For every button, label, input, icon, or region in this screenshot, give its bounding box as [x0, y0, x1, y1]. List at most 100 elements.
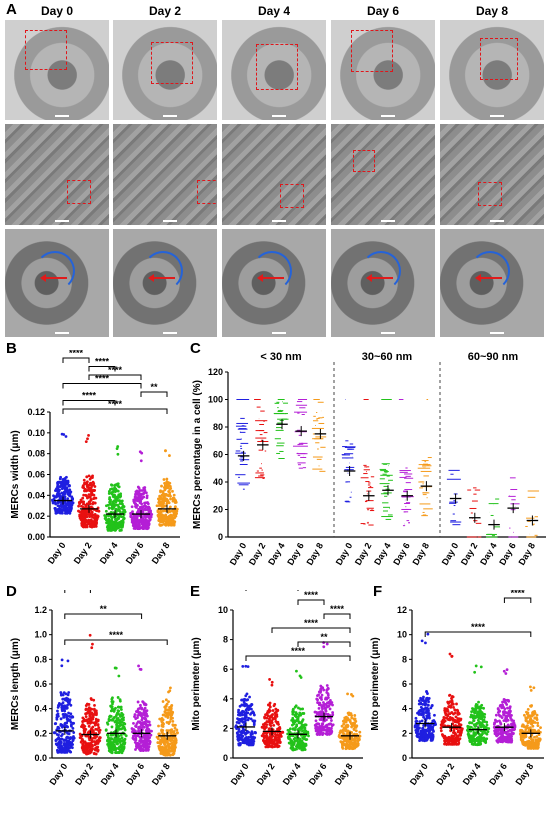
- data-point: [420, 719, 424, 723]
- data-point: [172, 496, 176, 500]
- data-point: [250, 736, 254, 740]
- data-point: [160, 731, 164, 734]
- y-tick-label: 0: [402, 753, 407, 763]
- data-point: [345, 718, 349, 722]
- data-point: [494, 713, 498, 717]
- significance-bracket: [64, 613, 143, 619]
- data-point: [65, 475, 68, 479]
- data-point: [68, 746, 72, 750]
- data-point: [118, 502, 122, 506]
- data-point: [59, 717, 63, 721]
- significance-label: ****: [108, 399, 123, 409]
- data-point: [66, 717, 70, 721]
- data-point: [57, 737, 60, 741]
- data-point: [170, 516, 174, 519]
- data-point: [113, 720, 117, 724]
- data-point: [110, 747, 114, 751]
- data-point: [69, 723, 73, 727]
- data-point: [107, 492, 111, 495]
- data-point: [173, 723, 176, 727]
- y-tick-label: 0.4: [34, 704, 47, 714]
- data-point: [325, 684, 329, 687]
- data-point: [451, 695, 455, 699]
- data-point: [458, 718, 461, 722]
- data-point: [510, 731, 514, 735]
- data-point: [318, 728, 322, 732]
- data-point: [281, 730, 285, 734]
- data-point: [58, 494, 62, 498]
- data-point: [448, 738, 452, 742]
- y-tick-label: 0.08: [27, 449, 45, 459]
- data-point: [70, 497, 74, 501]
- data-point: [137, 491, 140, 494]
- data-point: [79, 499, 83, 503]
- data-point: [442, 716, 446, 719]
- data-point: [322, 688, 326, 692]
- data-point: [142, 713, 146, 717]
- x-tick-label: Day 6: [391, 541, 412, 567]
- data-point: [479, 665, 483, 669]
- data-point: [243, 697, 246, 701]
- data-point: [503, 710, 506, 713]
- data-point: [145, 734, 149, 738]
- data-point: [496, 733, 500, 737]
- data-point: [295, 669, 298, 673]
- data-point: [57, 703, 60, 707]
- data-point: [426, 703, 430, 707]
- data-point: [62, 480, 66, 484]
- data-point: [110, 483, 113, 487]
- data-point: [61, 697, 65, 701]
- data-point: [110, 741, 114, 745]
- data-point: [96, 723, 100, 727]
- data-point: [78, 732, 82, 736]
- data-point: [423, 729, 427, 733]
- data-point: [55, 713, 59, 717]
- data-point: [61, 701, 65, 705]
- data-point: [268, 745, 272, 748]
- data-point: [88, 748, 92, 751]
- data-point: [136, 743, 140, 746]
- x-tick-label: Day 0: [440, 541, 461, 567]
- data-point: [299, 676, 303, 679]
- data-point: [61, 732, 64, 736]
- data-point: [318, 696, 322, 700]
- data-point: [69, 490, 73, 494]
- data-point: [138, 747, 141, 751]
- data-point: [426, 632, 430, 636]
- data-point: [425, 714, 429, 718]
- data-point: [83, 719, 87, 723]
- data-point: [115, 526, 118, 530]
- data-point: [63, 747, 67, 751]
- data-point: [87, 493, 91, 497]
- data-point: [419, 732, 422, 736]
- data-point: [166, 743, 169, 747]
- data-point: [121, 510, 125, 514]
- data-point: [81, 520, 85, 523]
- data-point: [80, 740, 84, 743]
- data-point: [90, 698, 93, 701]
- data-point: [68, 718, 72, 722]
- red-arrow-icon: [475, 274, 502, 282]
- data-point: [112, 502, 115, 506]
- data-point: [293, 705, 297, 709]
- data-point: [421, 702, 425, 706]
- y-axis-label: MERCs length (μm): [10, 638, 21, 730]
- data-point: [444, 713, 448, 717]
- em-micrograph-day-4-row3: [222, 229, 326, 337]
- data-point: [512, 721, 515, 725]
- data-point: [81, 746, 84, 750]
- data-point: [269, 735, 273, 739]
- data-point: [110, 725, 114, 729]
- data-point: [144, 703, 148, 707]
- y-tick-label: 0: [223, 753, 228, 763]
- data-point: [144, 748, 148, 752]
- data-point: [240, 738, 244, 741]
- em-micrograph-day-6-row3: [331, 229, 435, 337]
- data-point: [87, 736, 91, 740]
- data-point: [457, 729, 460, 733]
- data-point: [237, 721, 241, 725]
- data-point: [67, 508, 71, 512]
- x-tick-label: Day 6: [497, 541, 518, 567]
